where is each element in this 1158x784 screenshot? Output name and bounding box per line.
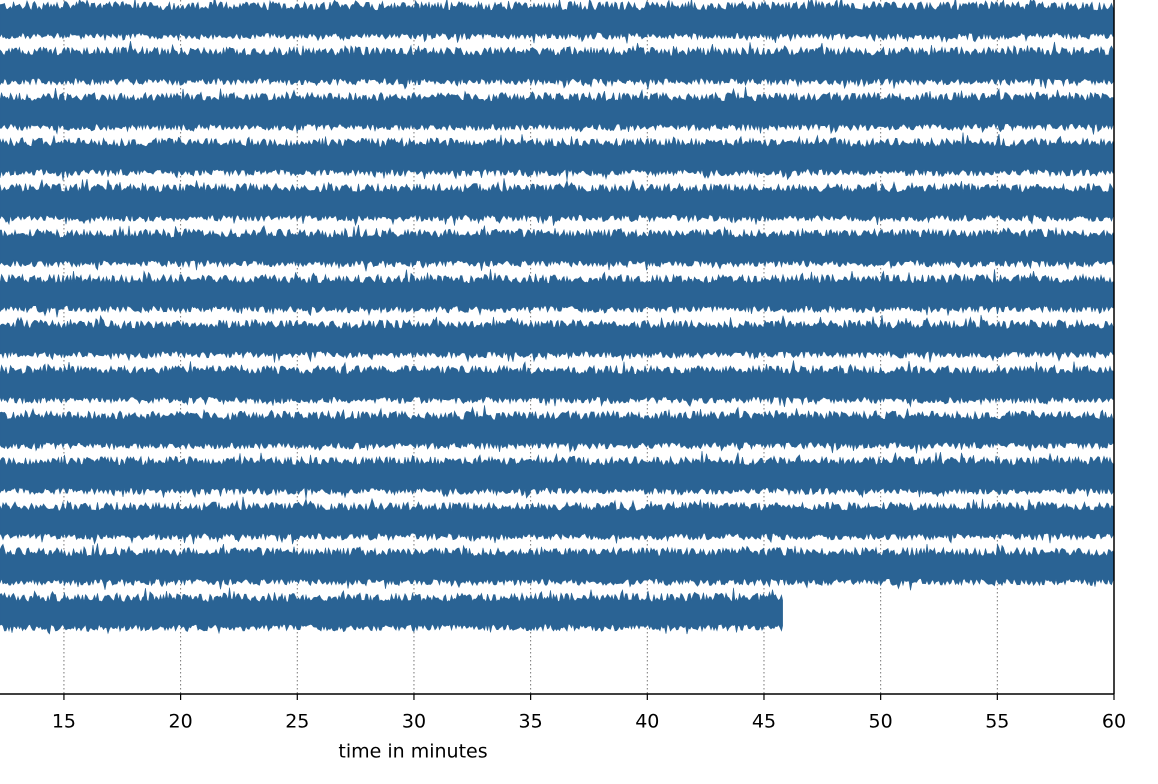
x-tick-label: 45	[752, 711, 776, 733]
trace	[0, 587, 783, 635]
trace	[0, 543, 1115, 591]
x-tick-label: 60	[1102, 711, 1126, 733]
trace	[0, 269, 1115, 318]
x-tick-label: 40	[635, 711, 659, 733]
trace	[0, 178, 1115, 227]
trace	[0, 86, 1115, 135]
x-tick-label: 20	[169, 711, 193, 733]
trace	[0, 314, 1115, 363]
trace	[0, 405, 1115, 454]
x-tick-label: 15	[52, 711, 76, 733]
x-tick-label: 55	[985, 711, 1009, 733]
trace	[0, 132, 1115, 181]
x-axis-label: time in minutes	[338, 741, 487, 763]
trace	[0, 496, 1115, 545]
x-tick-label: 30	[402, 711, 426, 733]
trace	[0, 450, 1115, 499]
x-tick-label: 35	[519, 711, 543, 733]
trace	[0, 360, 1115, 408]
x-tick-label: 50	[869, 711, 893, 733]
trace	[0, 41, 1115, 90]
x-tick-label: 25	[285, 711, 309, 733]
trace	[0, 224, 1115, 272]
trace	[0, 0, 1115, 44]
